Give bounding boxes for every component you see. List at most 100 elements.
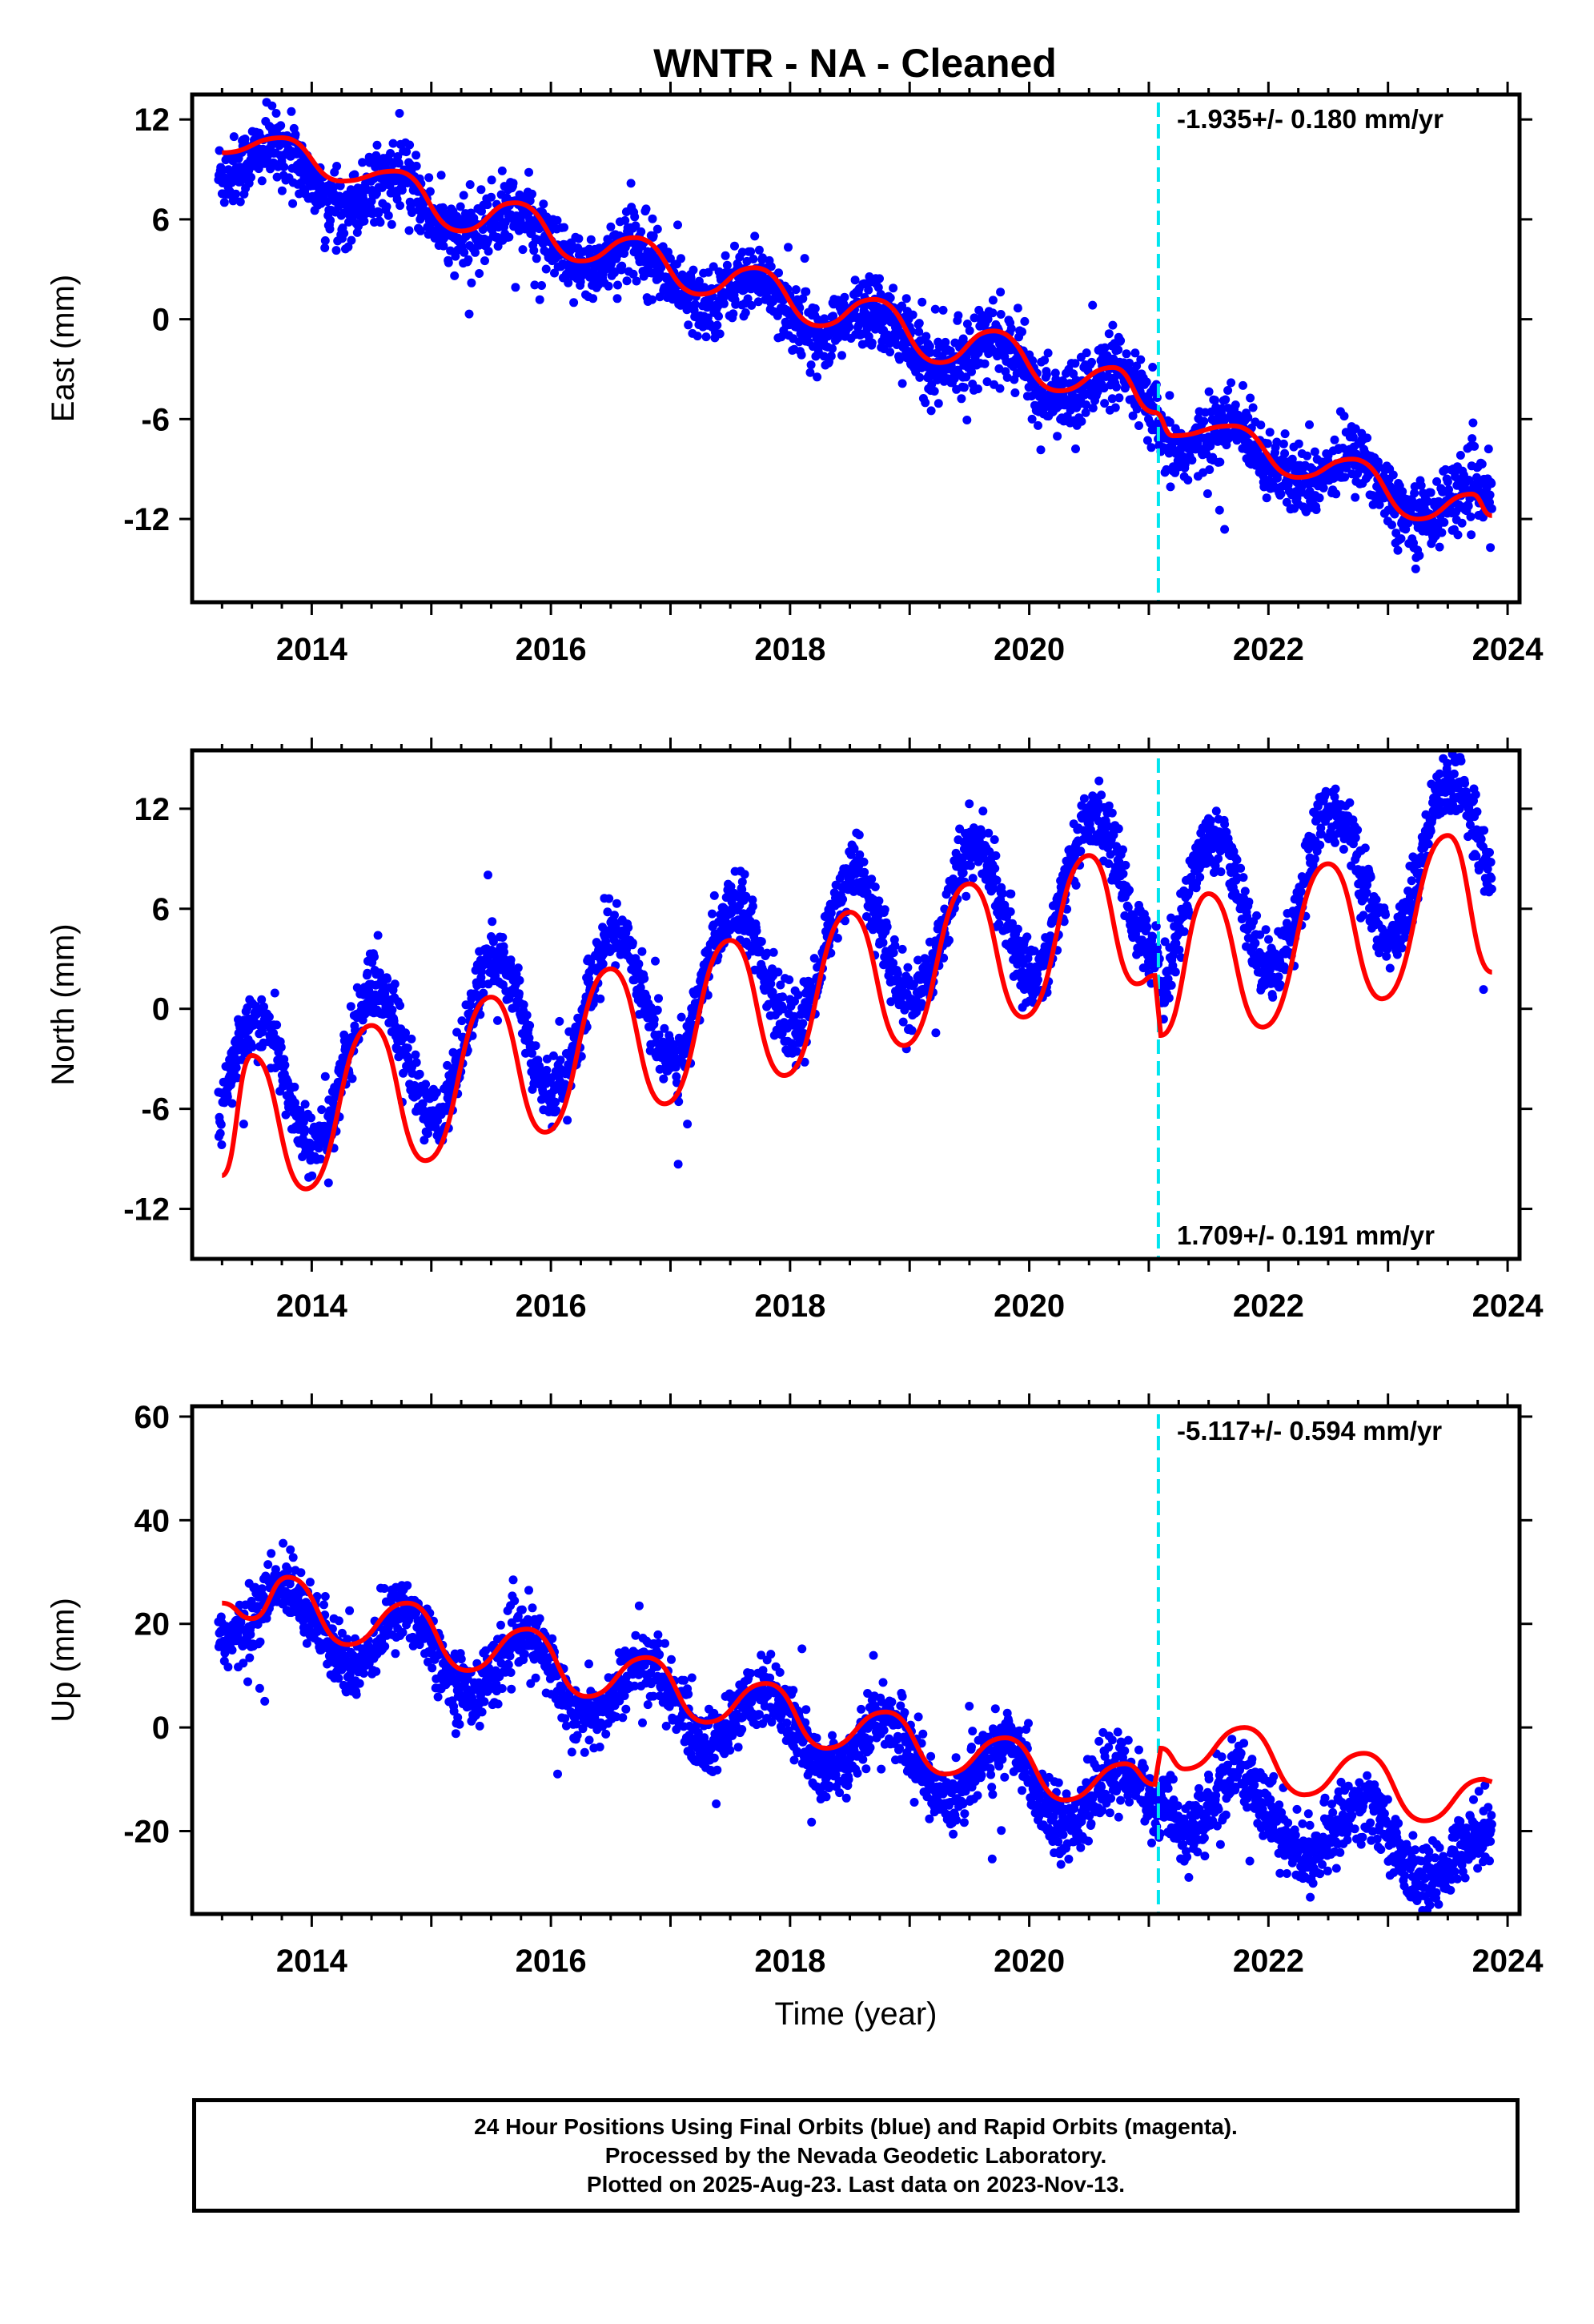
east-point xyxy=(569,298,579,308)
north-point xyxy=(515,975,524,985)
east-point xyxy=(1387,521,1396,529)
east-point xyxy=(612,294,622,304)
east-point xyxy=(957,394,966,404)
east-point xyxy=(1114,393,1124,403)
north-point xyxy=(531,1041,540,1051)
east-point xyxy=(889,283,898,293)
east-point xyxy=(231,189,241,199)
north-point xyxy=(415,1069,424,1079)
east-point xyxy=(480,256,489,266)
east-point xyxy=(730,241,739,251)
north-point xyxy=(1006,889,1016,899)
north-point xyxy=(276,1043,286,1052)
east-point xyxy=(845,322,854,332)
north-point xyxy=(563,1116,572,1125)
north-point xyxy=(769,947,778,957)
north-point xyxy=(1022,932,1032,942)
north-point xyxy=(1079,794,1089,803)
east-point xyxy=(719,299,729,308)
east-point xyxy=(1310,447,1319,456)
east-point xyxy=(797,350,806,360)
east-point xyxy=(1148,363,1158,372)
north-point xyxy=(793,991,803,999)
east-point xyxy=(630,212,640,222)
east-point xyxy=(996,287,1006,297)
east-point xyxy=(926,406,936,416)
north-point xyxy=(965,799,974,809)
east-point xyxy=(530,280,540,290)
east-point xyxy=(620,215,630,225)
east-point xyxy=(1077,416,1086,426)
east-point xyxy=(673,220,682,230)
east-point xyxy=(372,140,382,150)
east-point xyxy=(1215,505,1224,515)
east-point xyxy=(424,173,434,183)
east-point xyxy=(1204,387,1214,396)
east-point xyxy=(921,398,930,408)
east-point xyxy=(267,101,277,111)
north-point xyxy=(654,994,663,1003)
north-point xyxy=(484,870,492,880)
east-point xyxy=(1457,518,1467,528)
east-point xyxy=(606,222,616,231)
north-point xyxy=(917,999,926,1008)
east-point xyxy=(1455,451,1465,460)
east-point xyxy=(1468,418,1478,428)
east-point xyxy=(1082,348,1091,358)
east-point xyxy=(1206,441,1215,451)
east-point xyxy=(974,384,982,394)
east-point xyxy=(1205,465,1215,474)
east-point xyxy=(1231,400,1240,410)
east-point xyxy=(784,243,793,252)
north-point xyxy=(488,917,497,927)
east-point xyxy=(1010,388,1020,397)
east-point xyxy=(689,265,698,275)
north-point xyxy=(708,909,717,919)
east-point xyxy=(1239,380,1247,390)
east-point xyxy=(331,246,341,255)
east-point xyxy=(613,280,622,290)
east-point xyxy=(801,287,811,296)
east-point xyxy=(1183,476,1193,485)
east-point xyxy=(1477,460,1487,468)
north-point xyxy=(610,911,619,920)
east-point xyxy=(1351,493,1360,502)
north-point xyxy=(370,952,379,962)
east-point xyxy=(1435,542,1444,552)
east-point xyxy=(1468,434,1477,444)
east-point xyxy=(229,132,239,142)
east-point xyxy=(1331,489,1341,499)
east-point xyxy=(656,263,666,272)
east-point xyxy=(467,278,476,287)
north-point xyxy=(838,895,848,904)
north-point xyxy=(513,963,523,973)
north-point xyxy=(216,1120,226,1129)
east-point xyxy=(450,271,460,280)
east-point xyxy=(1280,448,1290,458)
north-point xyxy=(683,1120,693,1129)
east-point xyxy=(215,146,224,155)
east-point xyxy=(320,236,330,245)
east-point xyxy=(541,264,551,274)
east-point xyxy=(444,258,453,267)
east-point xyxy=(397,186,407,195)
east-point xyxy=(850,275,860,285)
east-point xyxy=(387,219,396,229)
east-point xyxy=(875,274,884,283)
east-point xyxy=(404,226,414,235)
east-point xyxy=(1043,348,1053,358)
north-point xyxy=(962,891,971,901)
east-point xyxy=(714,312,723,321)
north-point xyxy=(1148,931,1158,941)
east-point xyxy=(1142,377,1151,387)
east-point xyxy=(1280,429,1290,439)
east-point xyxy=(347,235,356,245)
north-point xyxy=(637,947,647,956)
east-point xyxy=(394,159,404,168)
east-point xyxy=(930,304,940,314)
east-point xyxy=(954,311,963,320)
north-point xyxy=(990,835,999,844)
east-point xyxy=(1311,505,1321,514)
north-point xyxy=(1166,980,1176,990)
